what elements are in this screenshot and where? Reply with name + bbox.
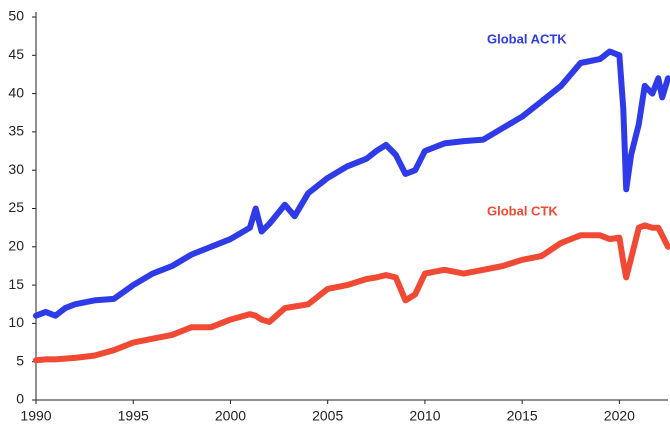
x-tick-label: 2020 bbox=[604, 408, 635, 424]
y-tick-label: 0 bbox=[16, 391, 24, 407]
series-line bbox=[33, 222, 670, 364]
y-tick-label: 20 bbox=[8, 238, 24, 254]
y-tick-label: 15 bbox=[8, 276, 24, 292]
series-label: Global CTK bbox=[487, 203, 558, 218]
series-line bbox=[33, 48, 670, 319]
y-tick-label: 5 bbox=[16, 352, 24, 368]
x-tick-label: 1995 bbox=[118, 408, 149, 424]
x-tick-label: 1990 bbox=[20, 408, 51, 424]
y-tick-label: 35 bbox=[8, 123, 24, 139]
y-tick-label: 40 bbox=[8, 84, 24, 100]
y-tick-label: 25 bbox=[8, 199, 24, 215]
y-tick-label: 30 bbox=[8, 161, 24, 177]
x-tick-label: 2015 bbox=[507, 408, 538, 424]
series-label: Global ACTK bbox=[487, 31, 567, 46]
y-tick-label: 45 bbox=[8, 46, 24, 62]
y-tick-label: 10 bbox=[8, 314, 24, 330]
x-tick-label: 2005 bbox=[312, 408, 343, 424]
x-tick-label: 2000 bbox=[215, 408, 246, 424]
y-tick-label: 50 bbox=[8, 8, 24, 24]
x-tick-label: 2010 bbox=[409, 408, 440, 424]
